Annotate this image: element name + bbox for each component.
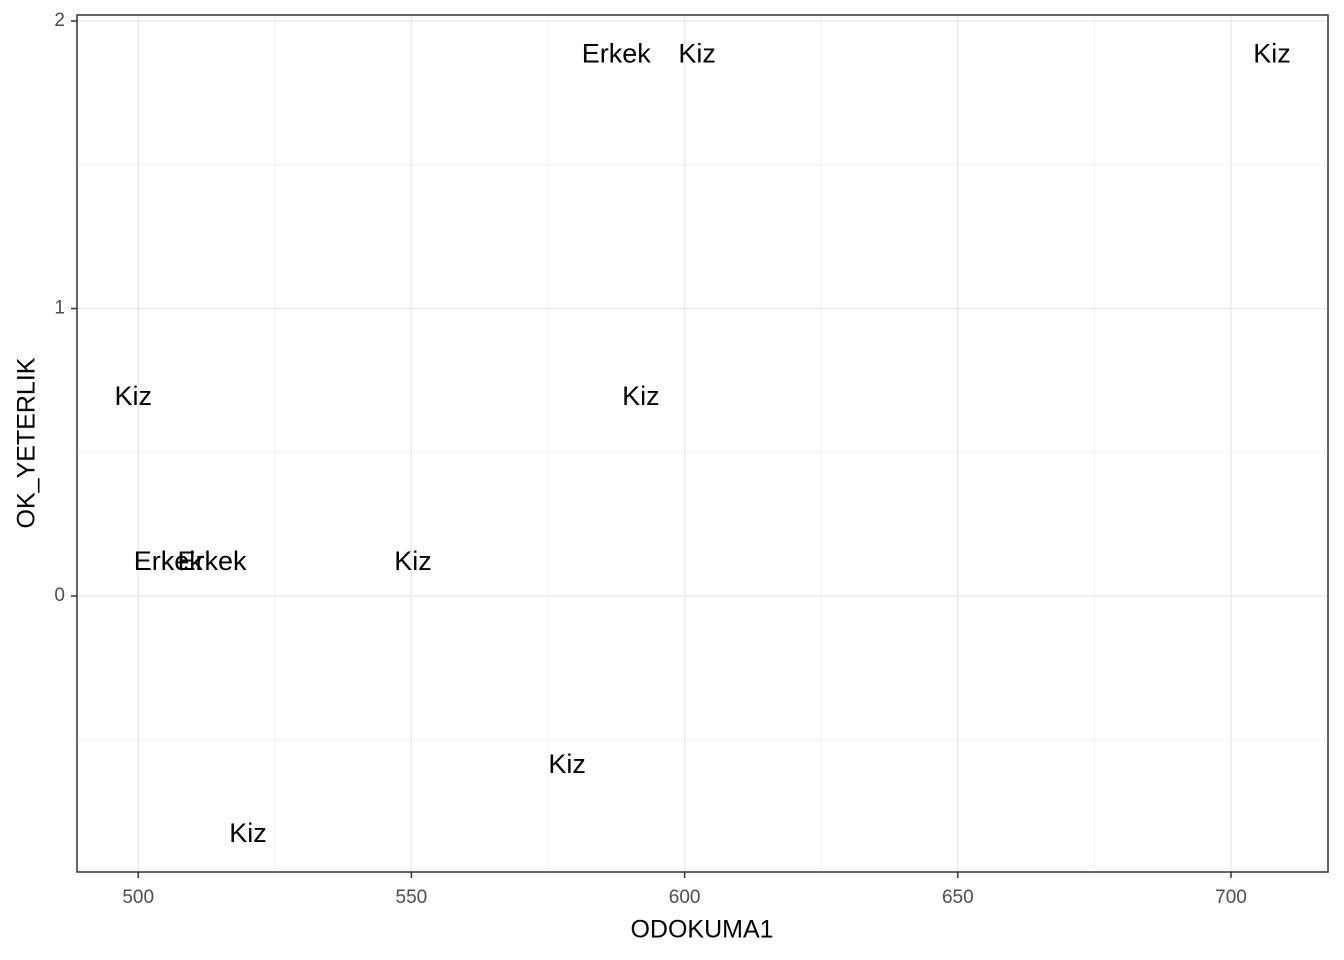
point-label: Kiz (115, 381, 153, 411)
point-label: Kiz (394, 546, 432, 576)
y-tick-label: 2 (54, 10, 65, 31)
x-tick-label: 550 (396, 887, 428, 908)
panel-border (76, 14, 1329, 873)
point-label: Kiz (229, 818, 267, 848)
y-axis-title: OK_YETERLIK (13, 357, 41, 528)
point-label: Kiz (622, 381, 660, 411)
point-label: Erkek (177, 546, 247, 576)
y-tick-label: 0 (54, 585, 65, 606)
x-axis-title: ODOKUMA1 (630, 916, 773, 944)
x-tick-label: 700 (1215, 887, 1247, 908)
y-tick-label: 1 (54, 298, 65, 319)
point-label: Erkek (582, 39, 652, 69)
x-tick-label: 500 (122, 887, 154, 908)
point-label: Kiz (1253, 39, 1291, 69)
point-label: Kiz (548, 749, 586, 779)
point-label: Kiz (678, 39, 716, 69)
x-tick-label: 650 (942, 887, 974, 908)
point-label: Erkek (134, 546, 204, 576)
x-tick-label: 600 (669, 887, 701, 908)
